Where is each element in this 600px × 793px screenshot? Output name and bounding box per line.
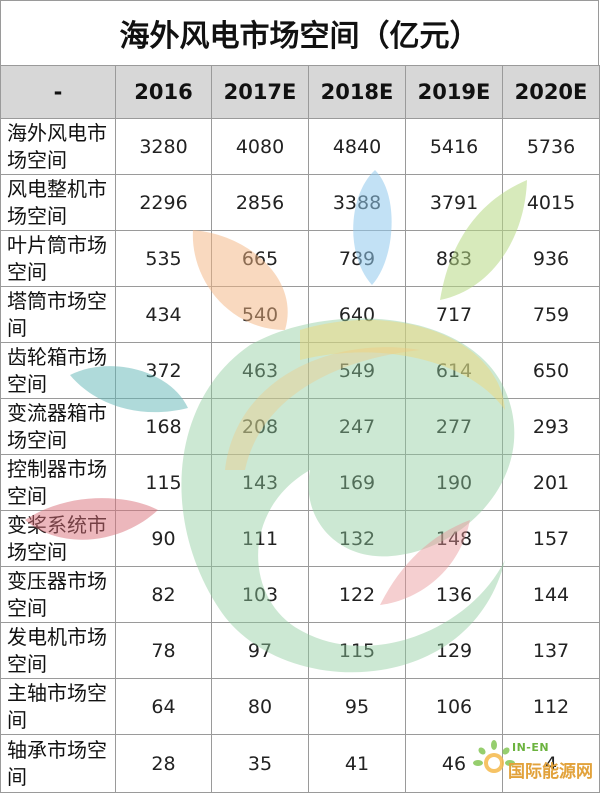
- table-row: 变流器箱市场空间 168 208 247 277 293: [0, 398, 600, 455]
- value-cell: 136: [405, 566, 503, 623]
- value-cell: 80: [211, 678, 309, 735]
- row-label: 主轴市场空间: [0, 678, 116, 735]
- logo-en-text: IN-EN: [512, 741, 550, 754]
- row-label: 变压器市场空间: [0, 566, 116, 623]
- value-cell: 3280: [115, 118, 212, 175]
- table-row: 齿轮箱市场空间 372 463 549 614 650: [0, 342, 600, 399]
- table-row: 海外风电市场空间 3280 4080 4840 5416 5736: [0, 118, 600, 175]
- value-cell: 4840: [308, 118, 406, 175]
- value-cell: 4: [502, 734, 600, 793]
- value-cell: 614: [405, 342, 503, 399]
- value-cell: 148: [405, 510, 503, 567]
- value-cell: 115: [115, 454, 212, 511]
- year-header: 2019E: [405, 65, 503, 119]
- value-cell: 157: [502, 510, 600, 567]
- value-cell: 2856: [211, 174, 309, 231]
- value-cell: 137: [502, 622, 600, 679]
- value-cell: 190: [405, 454, 503, 511]
- row-label: 发电机市场空间: [0, 622, 116, 679]
- row-label: 变流器箱市场空间: [0, 398, 116, 455]
- value-cell: 97: [211, 622, 309, 679]
- value-cell: 665: [211, 230, 309, 287]
- logo-cn-text: 国际能源网: [508, 762, 593, 782]
- value-cell: 78: [115, 622, 212, 679]
- value-cell: 169: [308, 454, 406, 511]
- table-row: 风电整机市场空间 2296 2856 3388 3791 4015: [0, 174, 600, 231]
- table-row: 主轴市场空间 64 80 95 106 112: [0, 678, 600, 735]
- value-cell: 883: [405, 230, 503, 287]
- table-row: 叶片筒市场空间 535 665 789 883 936: [0, 230, 600, 287]
- header-row: - 2016 2017E 2018E 2019E 2020E: [0, 65, 600, 119]
- value-cell: 650: [502, 342, 600, 399]
- row-label: 齿轮箱市场空间: [0, 342, 116, 399]
- value-cell: 82: [115, 566, 212, 623]
- value-cell: 112: [502, 678, 600, 735]
- value-cell: 64: [115, 678, 212, 735]
- value-cell: 549: [308, 342, 406, 399]
- value-cell: 115: [308, 622, 406, 679]
- row-label: 海外风电市场空间: [0, 118, 116, 175]
- corner-cell: -: [0, 65, 116, 119]
- value-cell: 35: [211, 734, 309, 793]
- value-cell: 4080: [211, 118, 309, 175]
- value-cell: 717: [405, 286, 503, 343]
- value-cell: 95: [308, 678, 406, 735]
- table-row: 塔筒市场空间 434 540 640 717 759: [0, 286, 600, 343]
- row-label: 风电整机市场空间: [0, 174, 116, 231]
- value-cell: 936: [502, 230, 600, 287]
- market-table: - 2016 2017E 2018E 2019E 2020E 海外风电市场空间 3…: [0, 65, 600, 793]
- value-cell: 640: [308, 286, 406, 343]
- page-title: 海外风电市场空间（亿元）: [0, 0, 599, 66]
- sun-icon: [473, 740, 515, 773]
- value-cell: 201: [502, 454, 600, 511]
- year-header: 2020E: [502, 65, 600, 119]
- value-cell: 41: [308, 734, 406, 793]
- value-cell: 434: [115, 286, 212, 343]
- value-cell: 208: [211, 398, 309, 455]
- value-cell: 540: [211, 286, 309, 343]
- value-cell: 3388: [308, 174, 406, 231]
- value-cell: 247: [308, 398, 406, 455]
- value-cell: 144: [502, 566, 600, 623]
- table-row: 变压器市场空间 82 103 122 136 144: [0, 566, 600, 623]
- brand-logo: IN-EN 国际能源网: [468, 735, 598, 787]
- value-cell: 168: [115, 398, 212, 455]
- value-cell: 5416: [405, 118, 503, 175]
- row-label: 变桨系统市场空间: [0, 510, 116, 567]
- value-cell: 106: [405, 678, 503, 735]
- value-cell: 293: [502, 398, 600, 455]
- year-header: 2016: [115, 65, 212, 119]
- row-label: 控制器市场空间: [0, 454, 116, 511]
- value-cell: 535: [115, 230, 212, 287]
- table-row: 变桨系统市场空间 90 111 132 148 157: [0, 510, 600, 567]
- value-cell: 103: [211, 566, 309, 623]
- value-cell: 143: [211, 454, 309, 511]
- value-cell: 789: [308, 230, 406, 287]
- table-row: 控制器市场空间 115 143 169 190 201: [0, 454, 600, 511]
- row-label: 塔筒市场空间: [0, 286, 116, 343]
- year-header: 2017E: [211, 65, 309, 119]
- value-cell: 372: [115, 342, 212, 399]
- value-cell: 132: [308, 510, 406, 567]
- value-cell: 759: [502, 286, 600, 343]
- value-cell: 122: [308, 566, 406, 623]
- value-cell: 111: [211, 510, 309, 567]
- value-cell: 4015: [502, 174, 600, 231]
- row-label: 叶片筒市场空间: [0, 230, 116, 287]
- row-label: 轴承市场空间: [0, 734, 116, 793]
- value-cell: 28: [115, 734, 212, 793]
- value-cell: 277: [405, 398, 503, 455]
- value-cell: 2296: [115, 174, 212, 231]
- table-row: 轴承市场空间 28 35 41 46 4: [0, 734, 600, 793]
- year-header: 2018E: [308, 65, 406, 119]
- value-cell: 3791: [405, 174, 503, 231]
- value-cell: 129: [405, 622, 503, 679]
- value-cell: 5736: [502, 118, 600, 175]
- table-row: 发电机市场空间 78 97 115 129 137: [0, 622, 600, 679]
- value-cell: 463: [211, 342, 309, 399]
- value-cell: 90: [115, 510, 212, 567]
